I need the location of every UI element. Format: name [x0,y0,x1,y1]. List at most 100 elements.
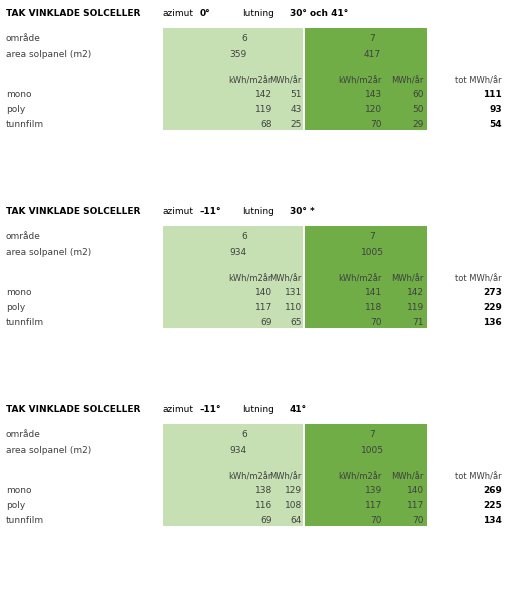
Text: 136: 136 [483,318,501,327]
Text: kWh/m2år: kWh/m2år [338,76,381,85]
Text: tunnfilm: tunnfilm [6,318,44,327]
Text: MWh/år: MWh/år [269,76,301,85]
Text: MWh/år: MWh/år [391,473,423,482]
Text: område: område [6,430,41,439]
Text: 1005: 1005 [360,446,383,455]
Text: 68: 68 [260,120,271,129]
Text: azimut: azimut [163,405,193,414]
Text: 417: 417 [363,50,380,59]
Text: 70: 70 [370,516,381,525]
Bar [304,28,426,130]
Text: tunnfilm: tunnfilm [6,516,44,525]
Text: 359: 359 [229,50,246,59]
Bar [163,424,302,526]
Text: 111: 111 [483,90,501,99]
Text: 30° och 41°: 30° och 41° [290,9,348,18]
Text: lutning: lutning [242,207,273,216]
Text: 6: 6 [241,232,246,241]
Text: 110: 110 [284,303,301,312]
Text: TAK VINKLADE SOLCELLER: TAK VINKLADE SOLCELLER [6,405,140,414]
Text: 142: 142 [406,288,423,297]
Text: 116: 116 [254,502,271,510]
Text: 50: 50 [412,105,423,114]
Text: 119: 119 [406,303,423,312]
Text: 934: 934 [230,248,246,257]
Text: lutning: lutning [242,405,273,414]
Text: 7: 7 [369,430,374,439]
Text: 117: 117 [254,303,271,312]
Text: 273: 273 [482,288,501,297]
Text: 140: 140 [406,486,423,495]
Text: 138: 138 [254,486,271,495]
Text: 69: 69 [260,318,271,327]
Text: MWh/år: MWh/år [391,76,423,85]
Text: 7: 7 [369,34,374,43]
Text: tot MWh/år: tot MWh/år [455,274,501,283]
Text: 54: 54 [489,120,501,129]
Text: 134: 134 [482,516,501,525]
Text: 41°: 41° [290,405,306,414]
Text: 141: 141 [364,288,381,297]
Text: 64: 64 [290,516,301,525]
Text: 71: 71 [412,318,423,327]
Text: MWh/år: MWh/år [269,274,301,283]
Bar [163,226,302,328]
Text: 229: 229 [482,303,501,312]
Text: kWh/m2år: kWh/m2år [228,473,271,482]
Text: område: område [6,34,41,43]
Text: 1005: 1005 [360,248,383,257]
Text: 6: 6 [241,430,246,439]
Text: 269: 269 [482,486,501,495]
Text: 70: 70 [370,120,381,129]
Text: azimut: azimut [163,207,193,216]
Text: 143: 143 [364,90,381,99]
Text: 225: 225 [483,502,501,510]
Text: TAK VINKLADE SOLCELLER: TAK VINKLADE SOLCELLER [6,207,140,216]
Text: 108: 108 [284,502,301,510]
Text: tunnfilm: tunnfilm [6,120,44,129]
Text: MWh/år: MWh/år [391,274,423,283]
Text: –11°: –11° [200,405,221,414]
Text: kWh/m2år: kWh/m2år [228,274,271,283]
Text: 43: 43 [290,105,301,114]
Text: område: område [6,232,41,241]
Text: poly: poly [6,303,25,312]
Text: 51: 51 [290,90,301,99]
Text: 7: 7 [369,232,374,241]
Text: 140: 140 [254,288,271,297]
Text: –11°: –11° [200,207,221,216]
Text: 117: 117 [364,502,381,510]
Text: area solpanel (m2): area solpanel (m2) [6,50,91,59]
Text: 70: 70 [412,516,423,525]
Text: 119: 119 [254,105,271,114]
Bar [304,226,426,328]
Text: 118: 118 [364,303,381,312]
Text: poly: poly [6,502,25,510]
Text: 69: 69 [260,516,271,525]
Text: 131: 131 [284,288,301,297]
Text: kWh/m2år: kWh/m2år [338,274,381,283]
Text: 93: 93 [489,105,501,114]
Text: 120: 120 [364,105,381,114]
Text: 6: 6 [241,34,246,43]
Text: lutning: lutning [242,9,273,18]
Text: tot MWh/år: tot MWh/år [455,76,501,85]
Bar [163,28,302,130]
Text: TAK VINKLADE SOLCELLER: TAK VINKLADE SOLCELLER [6,9,140,18]
Text: poly: poly [6,105,25,114]
Text: 29: 29 [412,120,423,129]
Text: 0°: 0° [200,9,210,18]
Text: 934: 934 [230,446,246,455]
Text: kWh/m2år: kWh/m2år [338,473,381,482]
Text: 129: 129 [285,486,301,495]
Text: 65: 65 [290,318,301,327]
Text: area solpanel (m2): area solpanel (m2) [6,446,91,455]
Text: 117: 117 [406,502,423,510]
Text: kWh/m2år: kWh/m2år [228,76,271,85]
Text: mono: mono [6,90,32,99]
Text: mono: mono [6,288,32,297]
Text: 70: 70 [370,318,381,327]
Text: tot MWh/år: tot MWh/år [455,473,501,482]
Text: azimut: azimut [163,9,193,18]
Text: 60: 60 [412,90,423,99]
